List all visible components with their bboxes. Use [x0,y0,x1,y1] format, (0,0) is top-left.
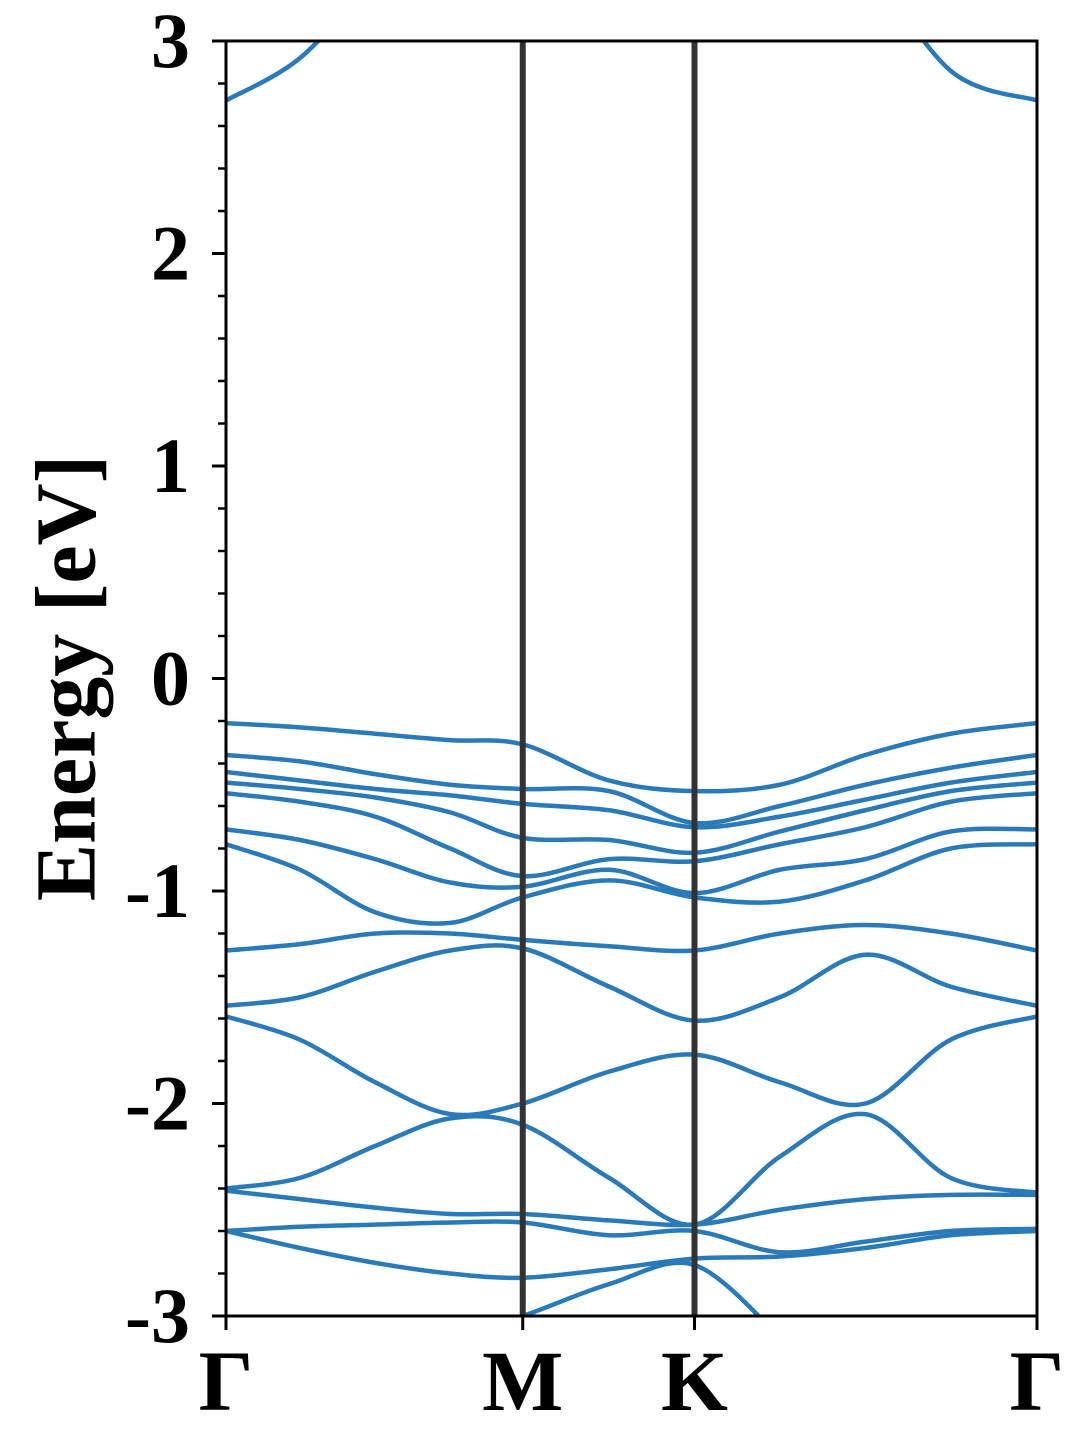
x-tick-label: Γ [199,1333,254,1429]
band-line [226,1219,1037,1255]
band-line [226,1014,1037,1118]
y-tick-label: 1 [151,422,190,509]
band-line [226,791,1037,879]
band-line [226,922,1037,954]
y-axis-label: Energy [eV] [18,455,114,902]
x-tick-label: Γ [1010,1333,1065,1429]
band-line [226,1111,1037,1227]
band-line [226,1228,1037,1281]
y-tick-label: 3 [151,0,190,84]
band-line [226,943,1037,1023]
y-tick-label: -3 [125,1272,190,1359]
band-line [226,826,1037,896]
band-line [515,1260,762,1316]
bands [226,41,1037,1316]
band-line [226,41,1037,103]
y-tick-label: 0 [151,635,190,722]
band-line [226,780,1037,856]
y-tick-label: -1 [125,847,190,934]
band-line [226,842,1037,926]
band-line [226,752,1037,826]
plot-frame [224,39,1039,1318]
band-line [226,1188,1037,1228]
band-line [226,769,1037,830]
x-tick-label: M [482,1333,563,1429]
x-tick-label: K [661,1333,728,1429]
y-tick-label: 2 [151,210,190,297]
y-tick-label: -2 [125,1060,190,1147]
band-line [226,720,1037,794]
